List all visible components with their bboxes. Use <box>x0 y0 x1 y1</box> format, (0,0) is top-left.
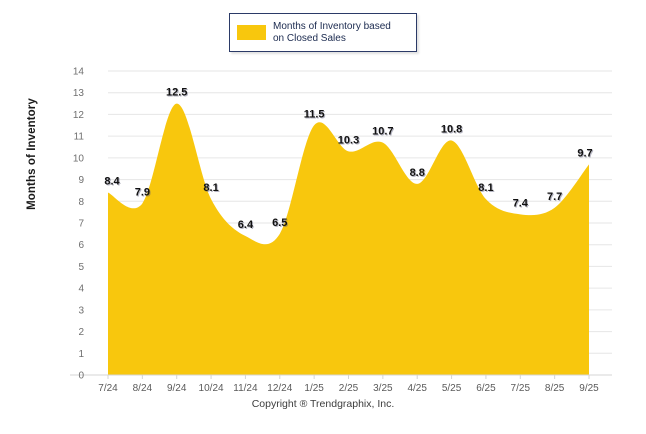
data-label-shadow: 9.7 <box>578 148 593 160</box>
data-label: 6.5 <box>272 217 287 229</box>
legend-color-swatch <box>237 25 266 40</box>
x-tick-label: 8/25 <box>545 383 565 394</box>
data-label-shadow: 11.5 <box>305 109 326 121</box>
y-tick-label: 7 <box>78 219 84 230</box>
x-tick-label: 9/25 <box>579 383 599 394</box>
data-label: 11.5 <box>304 108 325 120</box>
series-area <box>108 103 589 376</box>
y-tick-label: 13 <box>73 88 85 99</box>
data-label-shadow: 8.1 <box>204 183 219 195</box>
data-label-shadow: 7.7 <box>548 192 563 204</box>
x-tick-label: 7/25 <box>511 383 531 394</box>
legend-label: Months of Inventory based on Closed Sale… <box>273 20 391 44</box>
data-label: 7.7 <box>547 191 562 203</box>
x-tick-label: 9/24 <box>167 383 187 394</box>
data-label: 7.9 <box>135 186 150 198</box>
data-label-shadow: 10.7 <box>373 127 394 139</box>
data-label: 8.1 <box>478 182 493 194</box>
y-tick-label: 14 <box>73 67 85 78</box>
y-tick-label: 4 <box>78 284 84 295</box>
y-tick-label: 10 <box>73 153 85 164</box>
x-tick-label: 2/25 <box>339 383 359 394</box>
data-label-shadow: 6.4 <box>239 220 255 232</box>
data-label-shadow: 6.5 <box>273 218 288 230</box>
copyright-notice: Copyright ® Trendgraphix, Inc. <box>251 398 395 410</box>
y-tick-label: 3 <box>78 305 84 316</box>
axis-ticks <box>107 375 590 379</box>
chart-legend[interactable]: Months of Inventory based on Closed Sale… <box>229 13 417 52</box>
x-axis-tick-labels: 7/24 8/24 9/24 10/24 11/24 12/24 1/25 2/25 3/25 4… <box>98 383 599 394</box>
y-tick-label: 5 <box>78 262 84 273</box>
y-tick-label: 8 <box>78 197 84 208</box>
data-label-shadow: 7.9 <box>136 187 151 199</box>
data-label: 10.7 <box>372 126 393 138</box>
data-label-shadow: 8.1 <box>479 183 494 195</box>
y-tick-label: 12 <box>73 110 85 121</box>
y-tick-label: 1 <box>78 349 84 360</box>
data-label: 8.1 <box>203 182 218 194</box>
x-tick-label: 11/24 <box>233 383 258 394</box>
x-tick-label: 5/25 <box>442 383 462 394</box>
data-label-shadow: 10.8 <box>442 124 463 136</box>
x-tick-label: 8/24 <box>133 383 153 394</box>
data-label-shadow: 7.4 <box>514 198 530 210</box>
data-label: 9.7 <box>577 147 592 159</box>
series-area-path <box>108 103 589 376</box>
data-label: 7.4 <box>513 197 529 209</box>
x-tick-label: 3/25 <box>373 383 393 394</box>
y-tick-label: 0 <box>78 371 84 382</box>
data-label-shadow: 10.3 <box>339 135 360 147</box>
data-label: 8.4 <box>104 176 120 188</box>
y-tick-label: 11 <box>74 132 85 143</box>
y-tick-label: 9 <box>78 175 84 186</box>
x-tick-label: 6/25 <box>476 383 496 394</box>
x-tick-label: 7/24 <box>98 383 118 394</box>
data-label-shadow: 8.8 <box>411 168 426 180</box>
x-tick-label: 10/24 <box>199 383 224 394</box>
y-tick-label: 2 <box>78 327 84 338</box>
data-label: 12.5 <box>166 87 187 99</box>
data-label: 10.8 <box>441 123 462 135</box>
data-label: 6.4 <box>238 219 254 231</box>
x-tick-label: 4/25 <box>407 383 427 394</box>
y-tick-label: 6 <box>78 240 84 251</box>
x-tick-label: 1/25 <box>304 383 324 394</box>
data-label-shadow: 8.4 <box>105 177 121 189</box>
data-label: 8.8 <box>410 167 425 179</box>
data-label: 10.3 <box>338 134 359 146</box>
data-label-shadow: 12.5 <box>167 88 188 100</box>
data-point-labels: 8.48.47.97.912.512.58.18.16.46.4 6.56.511… <box>104 87 593 232</box>
x-tick-label: 12/24 <box>267 383 292 394</box>
